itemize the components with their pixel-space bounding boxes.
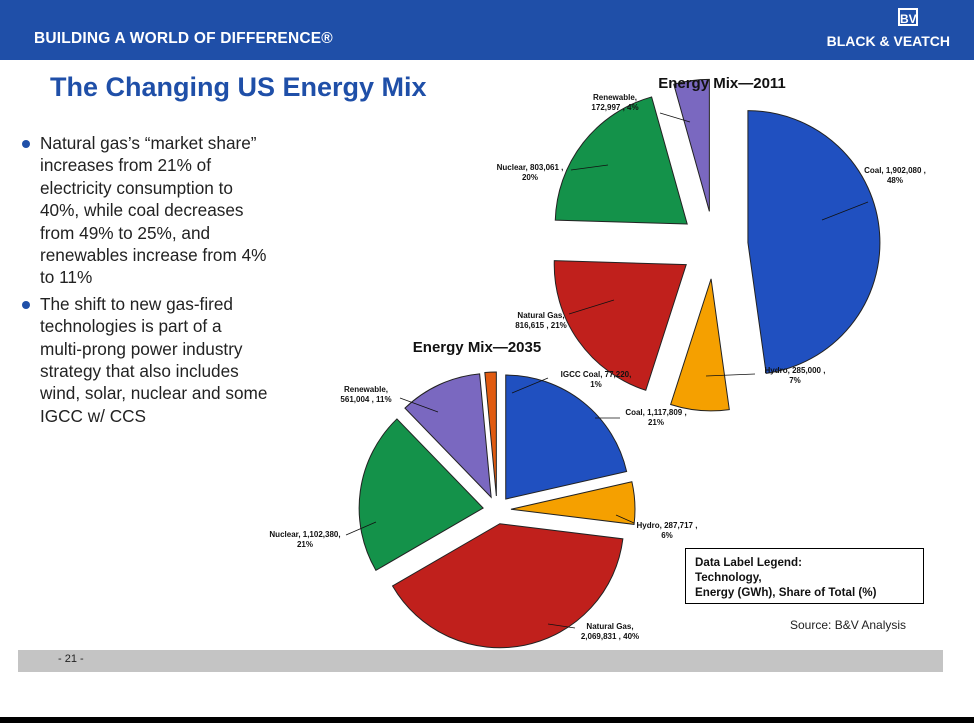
bullet-dot-icon bbox=[22, 140, 30, 148]
leader-line bbox=[705, 373, 756, 377]
footer-bar: - 21 - bbox=[18, 650, 943, 672]
pie-slice-renewable-2011 bbox=[673, 78, 710, 212]
data-label-coal: Coal, 1,117,809 , 21% bbox=[625, 408, 686, 427]
data-label-legend: Data Label Legend: Technology, Energy (G… bbox=[685, 548, 924, 604]
header-tagline: BUILDING A WORLD OF DIFFERENCE® bbox=[34, 30, 333, 47]
pie-slice-nuclear-2035 bbox=[358, 418, 484, 572]
slide-title: The Changing US Energy Mix bbox=[50, 72, 427, 102]
data-label-nuclear: Nuclear, 803,061 , 20% bbox=[497, 163, 564, 182]
leader-line bbox=[570, 164, 609, 171]
data-label-natural-gas: Natural Gas, 816,615 , 21% bbox=[515, 311, 567, 330]
bullet-item: The shift to new gas-fired technologies … bbox=[18, 293, 268, 427]
logo-text: BLACK & VEATCH bbox=[826, 33, 950, 49]
bullet-item: Natural gas’s “market share” increases f… bbox=[18, 132, 268, 289]
pie-slice-natural-gas-2035 bbox=[391, 523, 624, 649]
data-label-nuclear: Nuclear, 1,102,380, 21% bbox=[269, 530, 340, 549]
legend-title: Data Label Legend: bbox=[695, 556, 802, 569]
chart-title-2035: Energy Mix—2035 bbox=[413, 339, 541, 356]
pie-slice-natural-gas-2011 bbox=[553, 260, 687, 391]
bullet-dot-icon bbox=[22, 300, 30, 309]
leader-line bbox=[821, 201, 869, 221]
leader-line bbox=[399, 397, 439, 413]
leader-line bbox=[547, 623, 576, 629]
legend-line-technology: Technology, bbox=[695, 571, 762, 584]
data-label-hydro: Hydro, 287,717 , 6% bbox=[637, 521, 698, 540]
pie-slice-renewable-2035 bbox=[404, 373, 492, 499]
data-label-natural-gas: Natural Gas, 2,069,831 , 40% bbox=[581, 622, 639, 641]
leader-line bbox=[345, 521, 377, 536]
source-note: Source: B&V Analysis bbox=[790, 618, 907, 632]
data-label-renewable: Renewable, 561,004 , 11% bbox=[340, 385, 391, 404]
leader-line bbox=[659, 112, 691, 123]
leader-line bbox=[511, 377, 549, 394]
leader-line bbox=[568, 299, 615, 315]
legend-line-energy: Energy (GWh), Share of Total (%) bbox=[695, 586, 877, 599]
page-number: - 21 - bbox=[58, 653, 84, 665]
data-label-renewable: Renewable, 172,997 , 4% bbox=[591, 93, 638, 112]
bullet-text: The shift to new gas-fired technologies … bbox=[40, 293, 268, 426]
pie-slice-nuclear-2011 bbox=[554, 96, 688, 225]
header-bar: BUILDING A WORLD OF DIFFERENCE® BV BLACK… bbox=[0, 0, 974, 60]
leader-line bbox=[615, 514, 635, 524]
company-logo: BV BLACK & VEATCH bbox=[800, 8, 950, 58]
pie-slice-coal-2035 bbox=[505, 374, 628, 500]
pie-slice-igcc-coal-2035 bbox=[484, 371, 497, 497]
data-label-hydro: Hydro, 285,000 , 7% bbox=[765, 366, 826, 385]
bottom-rule bbox=[0, 717, 974, 723]
logo-mark-icon: BV bbox=[898, 8, 918, 26]
pie-slice-hydro-2035 bbox=[510, 481, 636, 525]
pie-slice-coal-2011 bbox=[747, 110, 881, 374]
bullet-text: Natural gas’s “market share” increases f… bbox=[40, 133, 267, 288]
pie-slice-hydro-2011 bbox=[670, 278, 730, 412]
chart-title-2011: Energy Mix—2011 bbox=[658, 75, 786, 92]
data-label-coal: Coal, 1,902,080 , 48% bbox=[864, 166, 926, 185]
data-label-igcc-coal: IGCC Coal, 77,220, 1% bbox=[561, 370, 632, 389]
bullet-list: Natural gas’s “market share” increases f… bbox=[18, 132, 268, 431]
